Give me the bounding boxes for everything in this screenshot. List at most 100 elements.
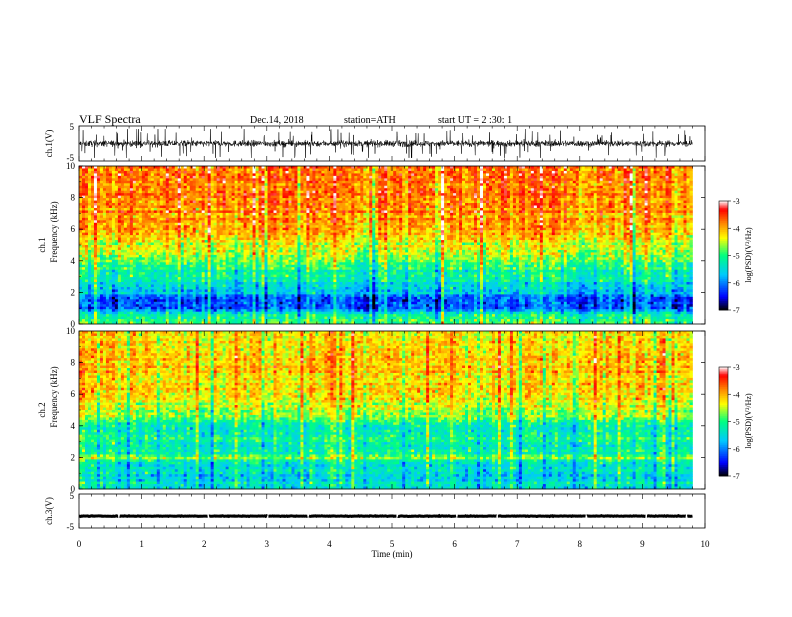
spectrogram-cell [220,191,223,194]
spectrogram-cell [274,314,277,317]
spectrogram-cell [193,181,196,184]
spectrogram-cell [130,186,133,189]
spectrogram-cell [265,240,268,243]
spectrogram-cell [139,215,142,218]
spectrogram-cell [202,191,205,194]
spectrogram-cell [154,203,157,206]
spectrogram-cell [91,250,94,253]
spectrogram-cell [133,247,136,250]
spectrogram-cell [94,292,97,295]
spectrogram-cell [268,317,271,320]
spectrogram-cell [232,257,235,260]
spectrogram-cell [303,233,306,236]
spectrogram-cell [238,218,241,221]
spectrogram-cell [169,218,172,221]
spectrogram-cell [82,186,85,189]
spectrogram-cell [91,225,94,228]
spectrogram-cell [211,292,214,295]
spectrogram-cell [163,233,166,236]
spectrogram-cell [106,262,109,265]
spectrogram-cell [115,233,118,236]
spectrogram-cell [303,270,306,273]
spectrogram-cell [288,282,291,285]
spectrogram-cell [217,265,220,268]
spectrogram-cell [157,215,160,218]
spectrogram-cell [294,201,297,204]
spectrogram-cell [166,299,169,302]
spectrogram-cell [124,191,127,194]
spectrogram-cell [160,317,163,320]
spectrogram-cell [103,317,106,320]
spectrogram-cell [139,173,142,176]
spectrogram-cell [121,247,124,250]
spectrogram-cell [211,277,214,280]
spectrogram-cell [118,168,121,171]
spectrogram-cell [85,265,88,268]
spectrogram-cell [196,309,199,312]
spectrogram-cell [265,235,268,238]
spectrogram-cell [187,282,190,285]
spectrogram-cell [115,238,118,241]
spectrogram-cell [136,181,139,184]
spectrogram-cell [151,299,154,302]
spectrogram-cell [262,294,265,297]
spectrogram-cell [154,314,157,317]
spectrogram-cell [247,255,250,258]
spectrogram-cell [139,275,142,278]
spectrogram-cell [214,265,217,268]
spectrogram-cell [85,225,88,228]
spectrogram-cell [154,230,157,233]
spectrogram-cell [241,245,244,248]
spectrogram-cell [109,215,112,218]
spectrogram-cell [115,319,118,322]
spectrogram-cell [208,309,211,312]
spectrogram-cell [103,272,106,275]
spectrogram-cell [133,277,136,280]
spectrogram-cell [133,245,136,248]
spectrogram-cell [300,319,303,322]
spectrogram-cell [139,317,142,320]
spectrogram-cell [265,302,268,305]
spectrogram-cell [181,215,184,218]
spectrogram-cell [229,206,232,209]
spectrogram-cell [154,196,157,199]
spectrogram-cell [154,277,157,280]
spectrogram-cell [181,292,184,295]
spectrogram-cell [154,168,157,171]
spectrogram-cell [235,319,238,322]
spectrogram-cell [223,203,226,206]
spectrogram-cell [157,203,160,206]
spectrogram-cell [217,299,220,302]
spectrogram-cell [232,265,235,268]
spectrogram-cell [148,304,151,307]
spectrogram-cell [154,267,157,270]
spectrogram-cell [193,198,196,201]
spectrogram-cell [285,210,288,213]
spectrogram-cell [79,233,82,236]
spectrogram-cell [300,270,303,273]
spectrogram-cell [115,203,118,206]
spectrogram-cell [274,228,277,231]
spectrogram-cell [106,250,109,253]
spectrogram-cell [250,319,253,322]
spectrogram-cell [112,287,115,290]
spectrogram-cell [118,287,121,290]
spectrogram-cell [232,210,235,213]
spectrogram-cell [262,215,265,218]
spectrogram-cell [181,312,184,315]
spectrogram-cell [97,265,100,268]
spectrogram-cell [220,289,223,292]
spectrogram-cell [148,233,151,236]
spectrogram-cell [306,213,309,216]
spectrogram-cell [202,304,205,307]
spectrogram-cell [303,302,306,305]
spectrogram-cell [145,280,148,283]
spectrogram-cell [178,277,181,280]
spectrogram-cell [79,312,82,315]
spectrogram-cell [280,206,283,209]
spectrogram-cell [88,198,91,201]
spectrogram-cell [154,307,157,310]
spectrogram-cell [151,213,154,216]
spectrogram-cell [181,289,184,292]
spectrogram-cell [178,299,181,302]
